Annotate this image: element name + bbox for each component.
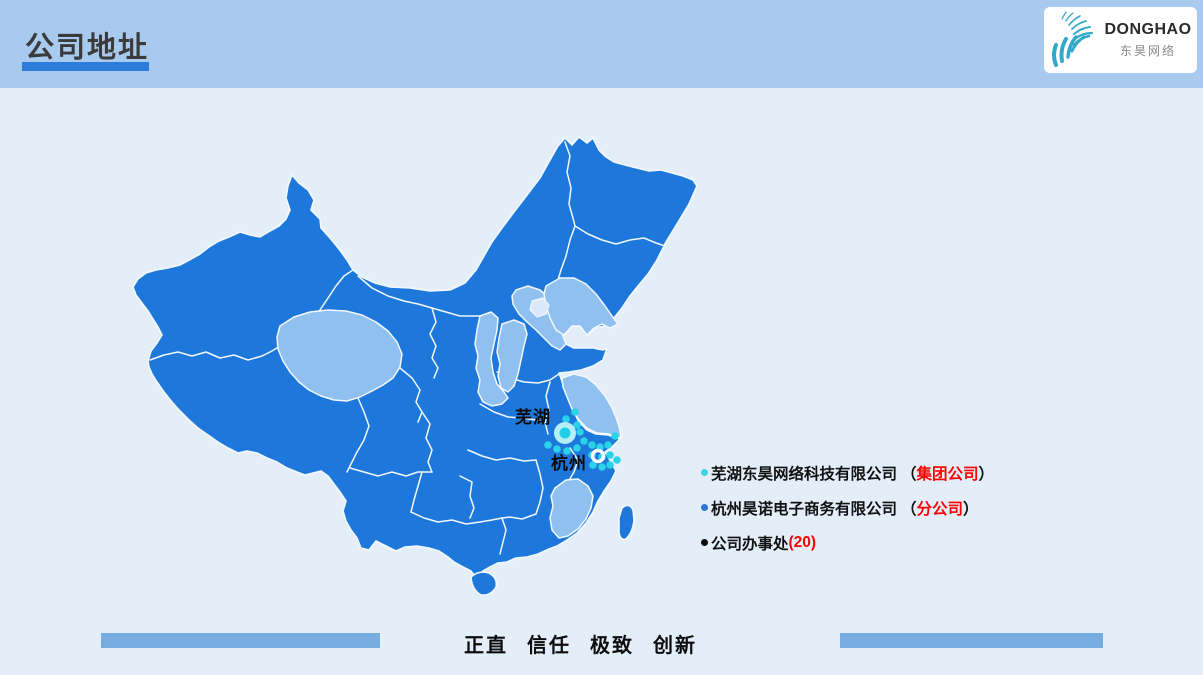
office-dot (571, 408, 579, 416)
office-dot (589, 461, 597, 469)
office-dot (573, 444, 581, 452)
office-dot (563, 447, 571, 455)
office-dot (580, 437, 588, 445)
logo-name: DONGHAO (1104, 21, 1192, 38)
value-word: 正直 (464, 635, 508, 657)
hainan-island (470, 571, 498, 596)
office-dot (553, 445, 561, 453)
taiwan-island (618, 504, 635, 541)
china-map: 芜湖 杭州 (100, 120, 720, 620)
office-dot (606, 451, 614, 459)
legend-bullet-black (701, 539, 708, 546)
province-liaoning (543, 277, 619, 336)
legend-item-group-company: 芜湖东昊网络科技有限公司 （ 集团公司 ） (701, 462, 994, 483)
header-band (0, 0, 1203, 88)
value-word: 极致 (590, 635, 634, 657)
footer-bar-right (840, 633, 1103, 648)
province-qinghai (276, 309, 403, 402)
province-borders (149, 141, 666, 555)
map-label-hangzhou: 杭州 (551, 454, 587, 473)
legend-paren-close: ） (963, 500, 979, 518)
page-title: 公司地址 (25, 32, 150, 64)
legend: 芜湖东昊网络科技有限公司 （ 集团公司 ） 杭州昊诺电子商务有限公司 （ 分公司… (701, 462, 994, 567)
province-shanxi (496, 319, 528, 393)
office-dot (598, 463, 606, 471)
province-beijing (529, 297, 550, 318)
legend-item-offices: 公司办事处 (20) (701, 532, 994, 553)
legend-company-name: 杭州昊诺电子商务有限公司 (711, 500, 898, 518)
logo-text-block: DONGHAO 东昊网络 (1102, 21, 1194, 59)
office-dot (588, 441, 596, 449)
value-word: 创新 (653, 635, 697, 657)
china-map-svg (132, 136, 698, 596)
office-dot (606, 461, 614, 469)
wuhu-marker (554, 422, 576, 444)
office-dot (562, 415, 570, 423)
hangzhou-marker (590, 448, 606, 464)
mainland-outline (132, 136, 698, 580)
legend-paren-open: （ (901, 500, 917, 518)
office-dot (544, 441, 552, 449)
company-values: 正直 信任 极致 创新 (464, 629, 697, 658)
legend-bullet-cyan (701, 469, 708, 476)
legend-highlight: 集团公司 (916, 465, 979, 483)
province-fujian (549, 478, 594, 539)
office-dot (611, 432, 619, 440)
province-jiangsu (561, 373, 622, 439)
legend-item-branch-company: 杭州昊诺电子商务有限公司 （ 分公司 ） (701, 497, 994, 518)
office-dot (573, 421, 581, 429)
legend-company-name: 芜湖东昊网络科技有限公司 (711, 465, 898, 483)
map-label-wuhu: 芜湖 (515, 408, 551, 427)
value-word: 信任 (527, 635, 571, 657)
office-dots (544, 408, 621, 471)
office-dot (604, 441, 612, 449)
province-shaanxi (474, 311, 509, 407)
legend-office-count: (20) (788, 533, 817, 551)
company-logo: DONGHAO 东昊网络 (1044, 7, 1197, 73)
legend-highlight: 分公司 (916, 500, 964, 518)
office-dot (613, 456, 621, 464)
logo-subtitle: 东昊网络 (1119, 44, 1176, 58)
office-dot (576, 428, 584, 436)
footer-bar-left (101, 633, 380, 648)
light-provinces (276, 277, 622, 539)
legend-paren-open: （ (901, 465, 917, 483)
title-accent-bar (22, 62, 149, 71)
fan-logo-icon (1052, 11, 1094, 67)
legend-office-name: 公司办事处 (711, 535, 789, 553)
legend-paren-close: ） (978, 465, 995, 483)
legend-bullet-blue (701, 504, 708, 511)
